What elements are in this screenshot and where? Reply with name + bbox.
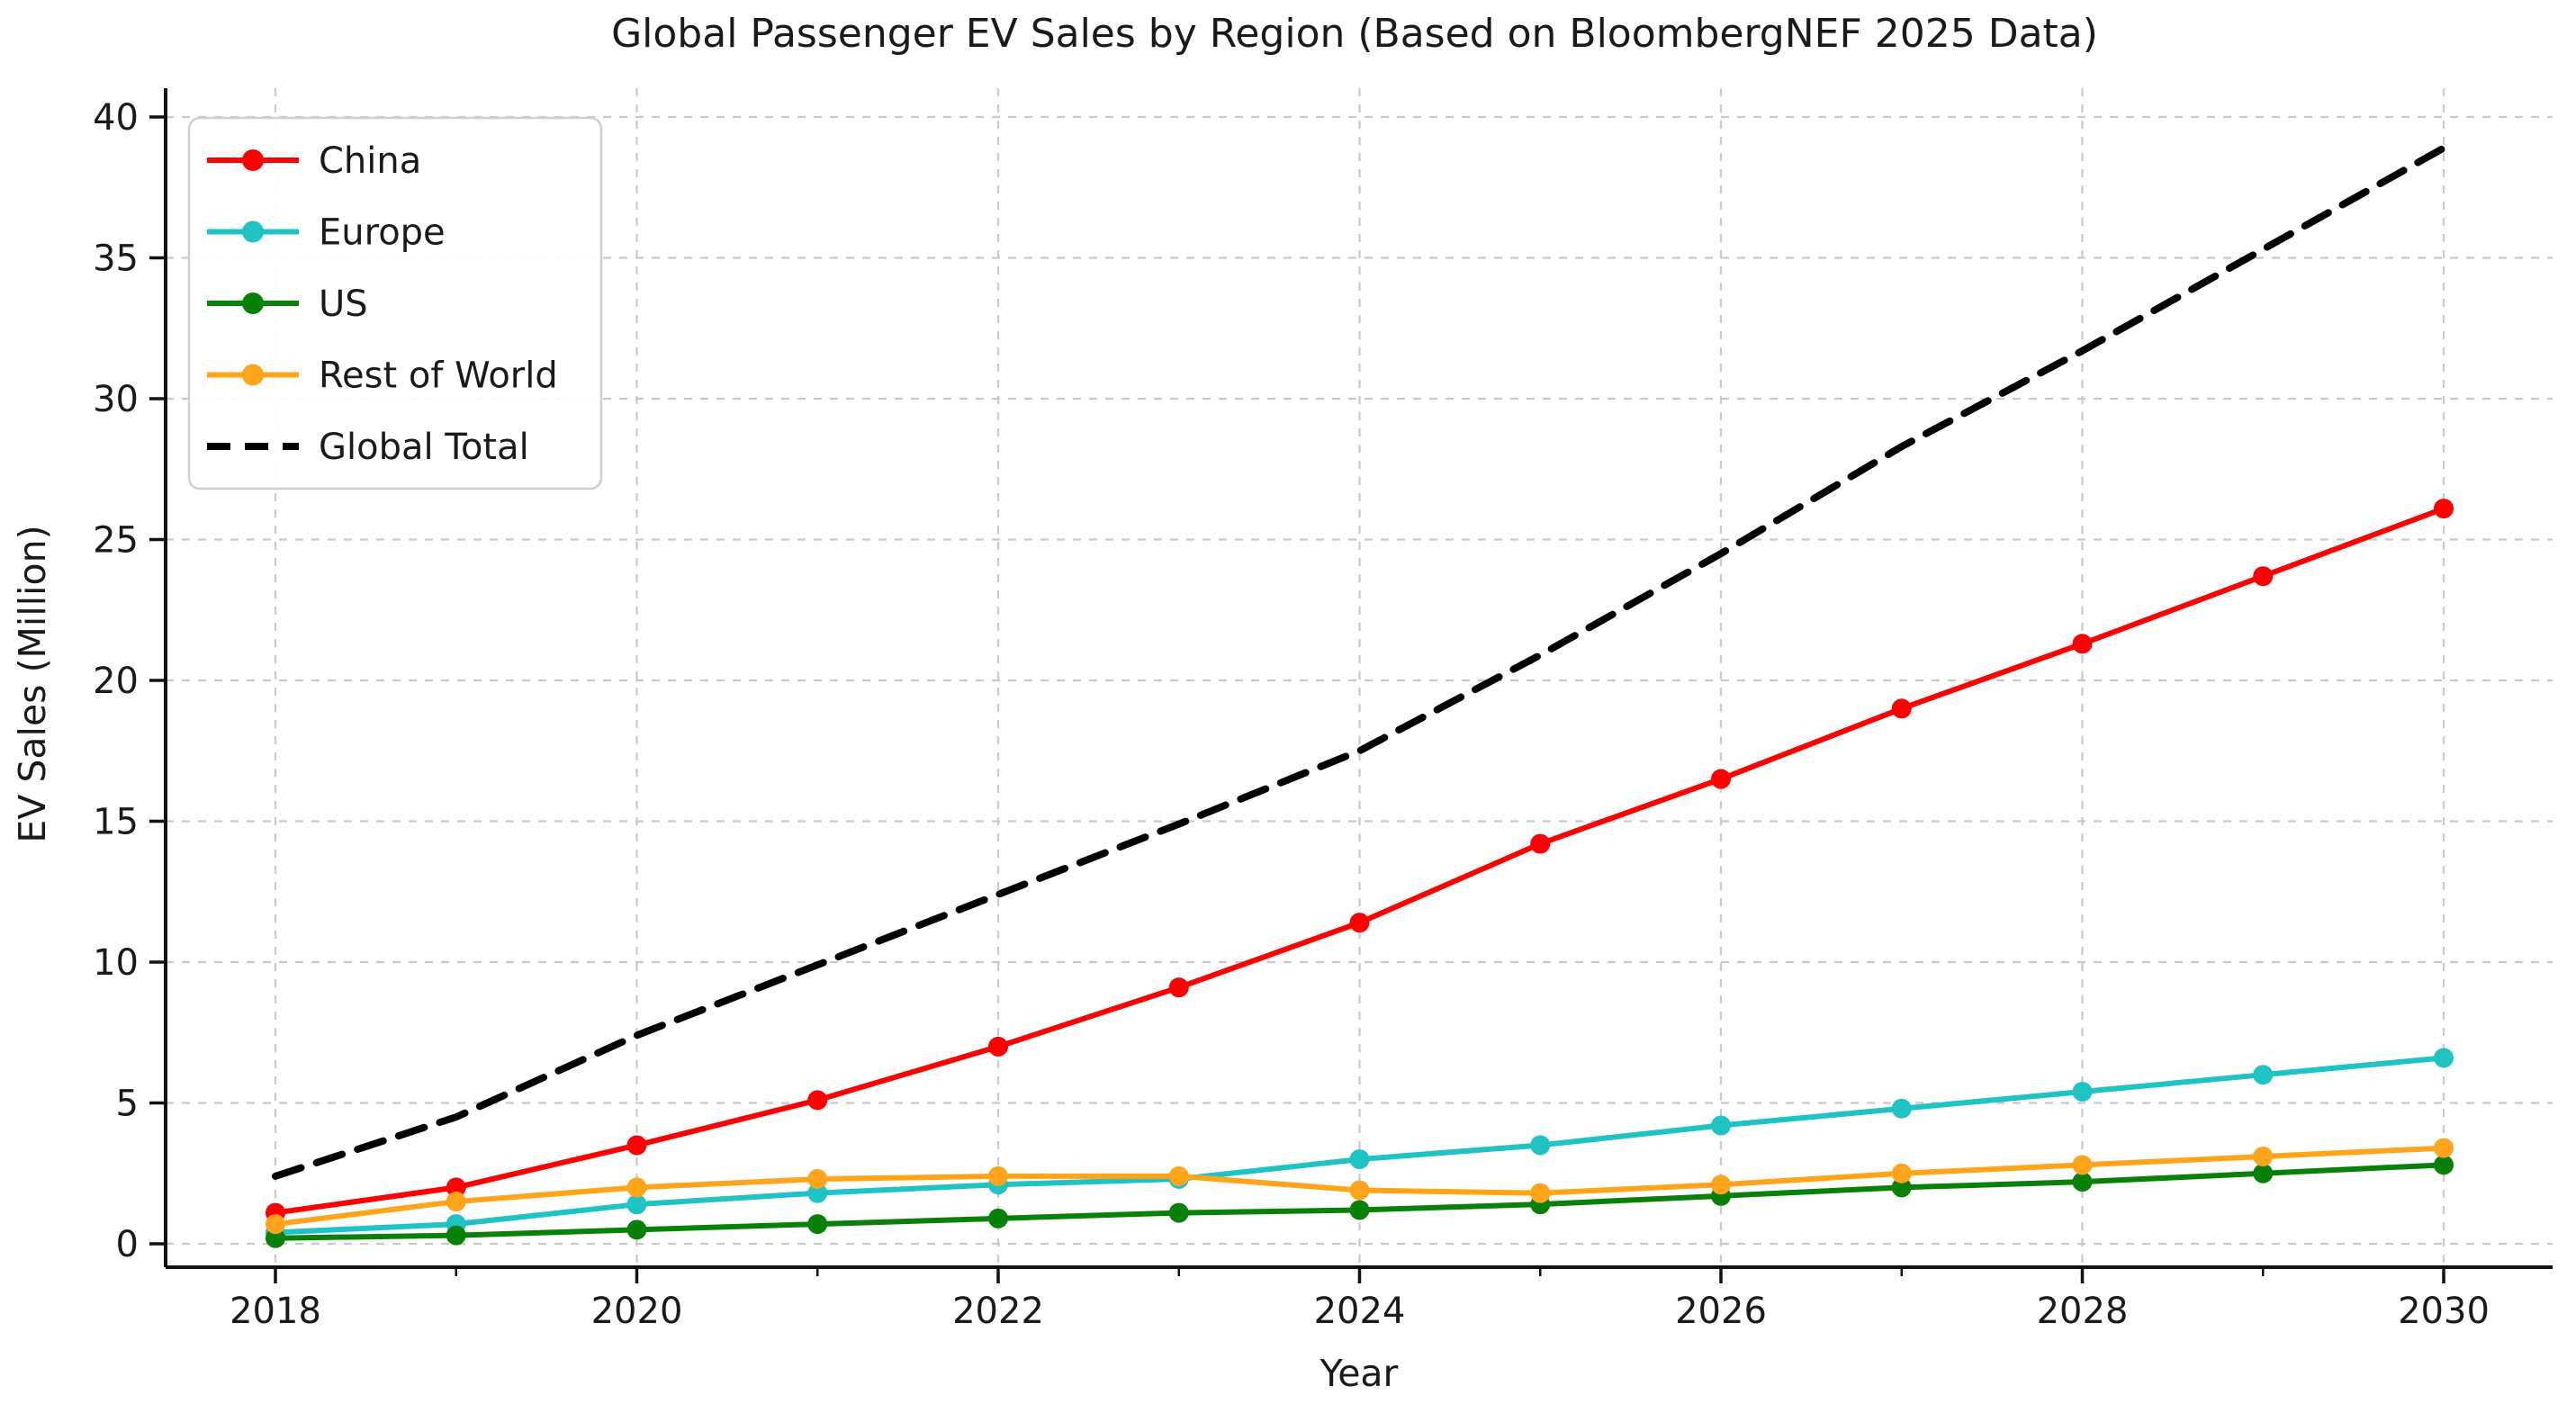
legend-marker [242, 292, 264, 314]
data-point-marker [2072, 1155, 2093, 1175]
y-tick-label: 35 [93, 238, 139, 280]
series-china [266, 499, 2454, 1223]
data-point-marker [446, 1225, 466, 1246]
data-point-marker [2072, 1172, 2093, 1192]
data-point-marker [2072, 1081, 2093, 1102]
series-layer [266, 144, 2454, 1248]
y-axis-label: EV Sales (Million) [11, 525, 54, 842]
x-tick-label: 2026 [1675, 1291, 1767, 1332]
legend-item-label: Europe [319, 212, 446, 254]
data-point-marker [2434, 1048, 2454, 1068]
data-point-marker [807, 1183, 828, 1203]
data-point-marker [626, 1135, 647, 1156]
data-point-marker [988, 1166, 1008, 1186]
chart-title: Global Passenger EV Sales by Region (Bas… [611, 11, 2098, 57]
data-point-marker [2434, 1138, 2454, 1158]
x-tick-label: 2018 [230, 1291, 321, 1332]
data-point-marker [1711, 769, 1731, 789]
data-point-marker [1530, 1183, 1551, 1203]
data-point-marker [266, 1228, 285, 1248]
y-tick-label: 25 [93, 520, 139, 562]
data-point-marker [2253, 1065, 2274, 1085]
legend-marker [242, 364, 264, 386]
data-point-marker [626, 1194, 647, 1215]
data-point-marker [988, 1036, 1008, 1057]
data-point-marker [2434, 1155, 2454, 1175]
legend-item: China [207, 140, 421, 182]
y-tick-label: 10 [93, 942, 139, 984]
x-tick-label: 2020 [591, 1291, 683, 1332]
series-line [272, 144, 2447, 1180]
data-point-marker [1891, 698, 1912, 719]
data-point-marker [1168, 1202, 1189, 1223]
data-point-marker [1349, 1200, 1370, 1220]
y-tick-label: 40 [93, 97, 139, 139]
data-point-marker [1711, 1174, 1731, 1195]
y-tick-label: 0 [116, 1224, 139, 1265]
data-point-marker [446, 1177, 466, 1198]
y-tick-label: 20 [93, 661, 139, 702]
legend-box [187, 116, 603, 490]
data-point-marker [626, 1220, 647, 1240]
data-point-marker [1891, 1177, 1912, 1198]
legend-item: Europe [207, 212, 446, 254]
data-point-marker [1349, 1180, 1370, 1201]
x-tick-label: 2030 [2398, 1291, 2490, 1332]
data-point-marker [807, 1169, 828, 1190]
axes-layer: 0 5 10 15 20 25 30 35 40 2018 2020 2022 2024 2026 2028… [93, 88, 2553, 1332]
x-tick-label: 2028 [2037, 1291, 2129, 1332]
data-point-marker [2253, 1146, 2274, 1166]
series-us [266, 1155, 2454, 1248]
data-point-marker [1530, 1135, 1551, 1156]
grid-layer [166, 88, 2553, 1267]
data-point-marker [2072, 634, 2093, 654]
legend-item-label: China [319, 140, 421, 182]
data-point-marker [1530, 833, 1551, 854]
series-global-total [272, 144, 2447, 1180]
legend-item-label: Global Total [319, 427, 529, 468]
legend-marker [242, 149, 264, 171]
legend-item: US [207, 284, 368, 325]
x-tick-label: 2024 [1314, 1291, 1406, 1332]
legend-item-label: US [319, 284, 368, 325]
x-tick-label: 2022 [952, 1291, 1044, 1332]
data-point-marker [446, 1192, 466, 1212]
data-point-marker [626, 1177, 647, 1198]
legend-marker [242, 220, 264, 243]
series-rest-of-world [266, 1138, 2454, 1235]
y-tick-label: 15 [93, 802, 139, 843]
data-point-marker [1349, 1149, 1370, 1170]
data-point-marker [988, 1208, 1008, 1228]
data-point-marker [1891, 1098, 1912, 1119]
legend-item-label: Rest of World [319, 356, 558, 397]
data-point-marker [1168, 1166, 1189, 1186]
data-point-marker [807, 1090, 828, 1111]
y-tick-label: 30 [93, 379, 139, 420]
y-tick-label: 5 [116, 1084, 139, 1125]
data-point-marker [2434, 499, 2454, 519]
data-point-marker [807, 1214, 828, 1235]
data-point-marker [266, 1214, 285, 1235]
data-point-marker [1711, 1115, 1731, 1136]
data-point-marker [1349, 913, 1370, 933]
data-point-marker [2253, 1163, 2274, 1184]
legend-item: Global Total [207, 427, 529, 468]
data-point-marker [1168, 977, 1189, 998]
data-point-marker [1891, 1163, 1912, 1184]
data-point-marker [2253, 566, 2274, 587]
legend-item: Rest of World [207, 356, 558, 397]
legend: China Europe US Rest of World Global Total [187, 116, 603, 490]
x-axis-label: Year [1320, 1352, 1399, 1395]
